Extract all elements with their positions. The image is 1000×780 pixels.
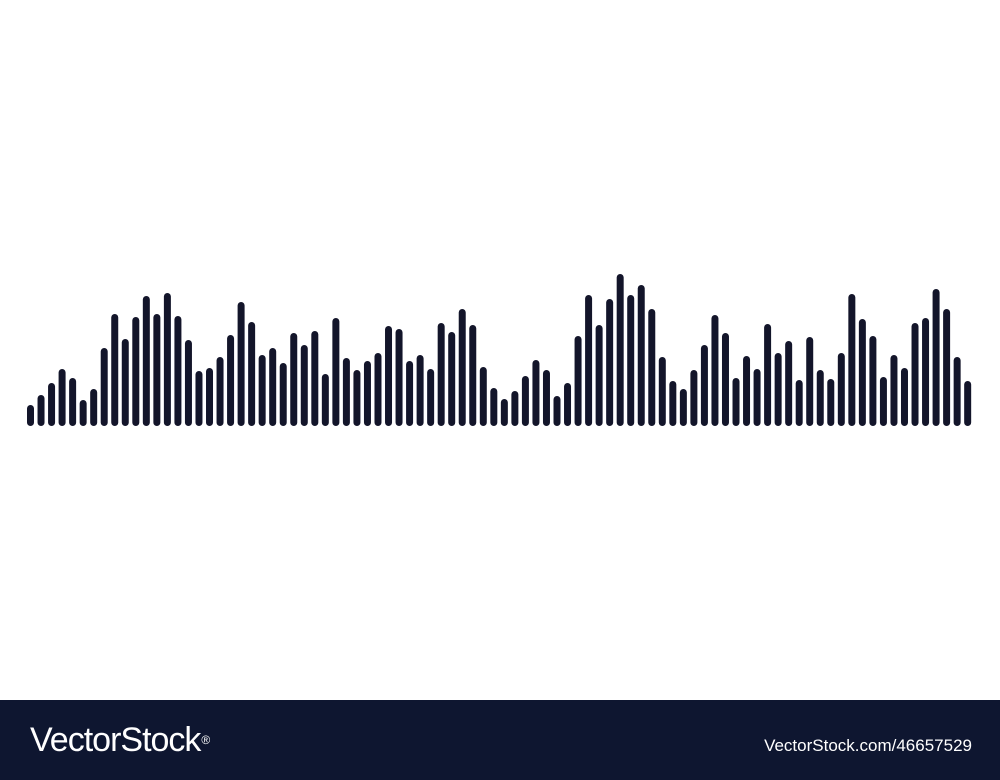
waveform-bar (943, 309, 951, 426)
waveform-bar (890, 355, 898, 426)
waveform-bar (816, 370, 824, 426)
watermark-footer: VectorStock® VectorStock.com/46657529 (0, 700, 1000, 780)
waveform-bar (900, 368, 908, 426)
waveform-bar (648, 309, 656, 426)
logo-text: VectorStock (30, 721, 201, 759)
waveform-bar (300, 345, 308, 426)
waveform-bar (395, 329, 403, 426)
waveform-bar (184, 340, 192, 426)
waveform-bar (511, 391, 519, 426)
waveform-bar (606, 299, 614, 426)
waveform-bar (332, 318, 340, 426)
waveform-bar (879, 377, 887, 426)
waveform-bar (132, 317, 140, 426)
waveform-bar (637, 285, 645, 426)
waveform-bar (437, 323, 445, 426)
waveform-bar (711, 315, 719, 426)
waveform-bar (837, 353, 845, 426)
waveform-bar (911, 323, 919, 426)
waveform-bar (564, 383, 572, 426)
waveform-bar (574, 336, 582, 426)
waveform-bar (743, 356, 751, 426)
waveform-bar (479, 367, 487, 426)
waveform-bar (469, 325, 477, 426)
waveform-bar (690, 370, 698, 426)
waveform-bar (153, 314, 161, 426)
waveform-bar (827, 379, 835, 426)
waveform-bar (679, 389, 687, 426)
waveform-bar (542, 370, 550, 426)
waveform-bar (237, 302, 245, 426)
waveform-bar (721, 333, 729, 426)
waveform-bar (174, 316, 182, 426)
waveform-bar (521, 376, 529, 426)
waveform-bar (385, 326, 393, 426)
waveform-bar (416, 355, 424, 426)
waveform-bar (163, 293, 171, 426)
waveform-bar (669, 381, 677, 426)
waveform-bar (764, 324, 772, 426)
waveform-bar (79, 400, 87, 426)
waveform-bar (427, 369, 435, 426)
waveform-bar (595, 325, 603, 426)
waveform-bar (964, 381, 972, 426)
waveform-bar (585, 295, 593, 426)
waveform-bar (27, 405, 34, 426)
waveform-bar (532, 360, 540, 426)
waveform-bar (848, 294, 856, 426)
waveform-bar (69, 378, 77, 426)
waveform-bar (342, 358, 350, 426)
waveform-bar (111, 314, 119, 426)
waveform-bar (458, 309, 466, 426)
waveform-bar (806, 337, 814, 426)
waveform-bar (932, 289, 940, 426)
waveform-bar (374, 353, 382, 426)
waveform-bar (448, 332, 456, 426)
waveform-bar (774, 353, 782, 426)
waveform-bar (321, 374, 329, 426)
sound-waveform (27, 274, 972, 426)
waveform-bar (353, 370, 361, 426)
vectorstock-logo: VectorStock® (30, 720, 210, 760)
waveform-bar (290, 333, 298, 426)
waveform-bar (258, 355, 266, 426)
waveform-bar (279, 363, 287, 426)
waveform-bar (406, 361, 414, 426)
artwork-canvas (27, 274, 972, 426)
waveform-bar (269, 348, 277, 426)
waveform-bar (700, 345, 708, 426)
waveform-bar (553, 396, 561, 426)
waveform-bar (732, 378, 740, 426)
waveform-bar (142, 296, 150, 426)
waveform-bar (311, 331, 319, 426)
registered-mark: ® (201, 733, 210, 747)
waveform-bar (48, 383, 56, 426)
image-id-label: VectorStock.com/46657529 (764, 736, 972, 755)
waveform-bar (490, 388, 498, 426)
waveform-bar (500, 399, 508, 426)
waveform-bar (922, 318, 930, 426)
waveform-bar (616, 274, 624, 426)
waveform-bar (753, 369, 761, 426)
waveform-bar (100, 348, 108, 426)
waveform-bar (206, 368, 214, 426)
waveform-bar (858, 319, 866, 426)
waveform-bar (658, 357, 666, 426)
waveform-bar (795, 380, 803, 426)
waveform-bar (785, 341, 793, 426)
waveform-bar (58, 369, 66, 426)
waveform-bar (953, 357, 961, 426)
waveform-bar (248, 322, 256, 426)
waveform-bar (869, 336, 877, 426)
waveform-bar (37, 395, 45, 426)
waveform-bar (90, 389, 98, 426)
waveform-bar (627, 295, 635, 426)
waveform-bar (121, 339, 129, 426)
waveform-bar (216, 357, 224, 426)
waveform-bar (195, 371, 203, 426)
waveform-bar (363, 361, 371, 426)
waveform-bar (227, 335, 235, 426)
